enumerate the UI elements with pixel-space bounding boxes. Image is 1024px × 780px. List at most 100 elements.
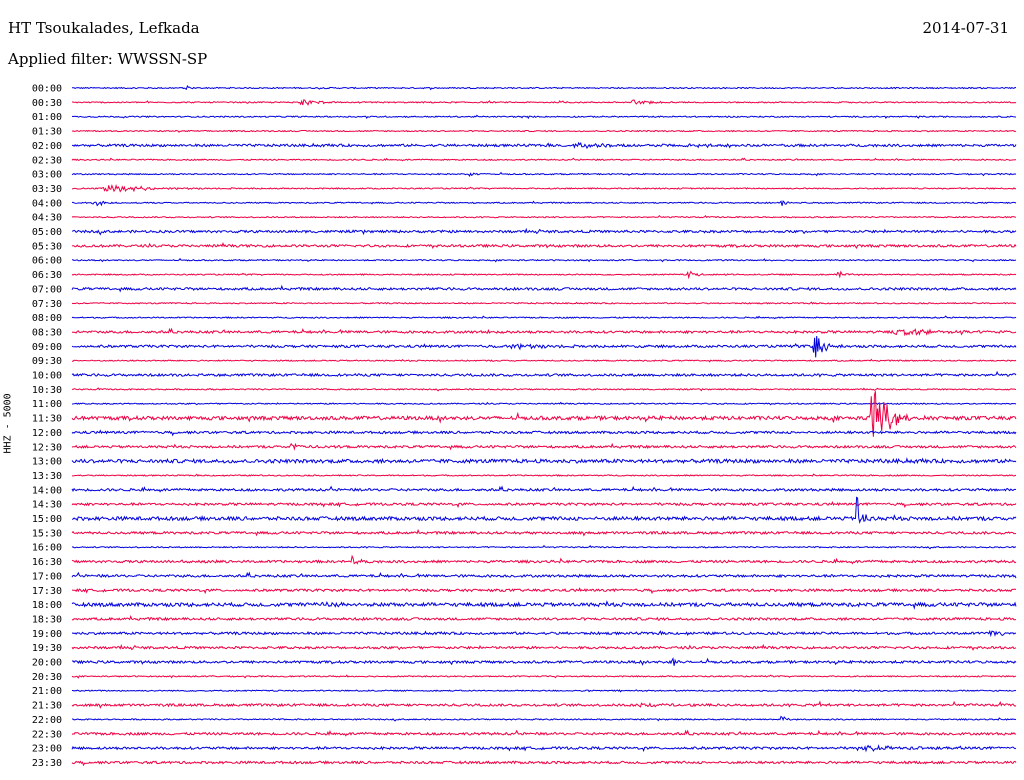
trace-line <box>71 614 1017 622</box>
row-time-label: 16:30 <box>32 557 62 568</box>
row-time-label: 05:00 <box>32 227 62 238</box>
trace-line <box>71 571 1017 579</box>
trace-line <box>71 284 1017 293</box>
trace-line <box>71 171 1017 178</box>
row-time-label: 13:30 <box>32 471 62 482</box>
row-time-label: 22:30 <box>32 729 62 740</box>
trace-line <box>71 315 1017 320</box>
row-time-label: 10:30 <box>32 385 62 396</box>
trace-line <box>71 387 1017 392</box>
row-time-label: 14:00 <box>32 485 62 496</box>
trace-line <box>71 335 1017 358</box>
row-time-label: 05:30 <box>32 241 62 252</box>
trace-line <box>71 473 1017 477</box>
row-time-label: 20:30 <box>32 672 62 683</box>
trace-line <box>71 544 1017 550</box>
row-time-label: 14:30 <box>32 500 62 511</box>
row-time-label: 07:00 <box>32 284 62 295</box>
trace-line <box>71 401 1017 406</box>
row-time-label: 01:30 <box>32 127 62 138</box>
row-time-label: 15:30 <box>32 528 62 539</box>
trace-line <box>71 442 1017 451</box>
trace-line <box>71 141 1017 150</box>
trace-line <box>71 729 1017 737</box>
trace-line <box>72 84 1017 91</box>
row-time-label: 04:30 <box>32 213 62 224</box>
row-time-label: 00:00 <box>32 84 62 95</box>
trace-line <box>72 257 1017 263</box>
row-time-label: 21:30 <box>32 701 62 712</box>
row-time-label: 10:00 <box>32 371 62 382</box>
trace-line <box>72 554 1017 565</box>
row-time-label: 11:00 <box>32 399 62 410</box>
row-time-label: 07:30 <box>32 299 62 310</box>
row-time-label: 09:30 <box>32 356 62 367</box>
row-time-label: 03:30 <box>32 184 62 195</box>
trace-line <box>71 270 1017 280</box>
row-time-label: 15:00 <box>32 514 62 525</box>
trace-line <box>71 301 1017 305</box>
row-time-label: 03:00 <box>32 170 62 181</box>
station-title: HT Tsoukalades, Lefkada <box>8 19 200 37</box>
row-time-label: 12:30 <box>32 442 62 453</box>
row-time-label: 04:00 <box>32 198 62 209</box>
trace-line <box>71 528 1017 537</box>
trace-line <box>71 457 1017 465</box>
trace-line <box>71 744 1017 753</box>
trace-line <box>71 227 1017 236</box>
row-time-label: 19:30 <box>32 643 62 654</box>
trace-line <box>71 657 1017 666</box>
row-time-label: 21:00 <box>32 686 62 697</box>
filter-label: Applied filter: WWSSN-SP <box>8 50 208 68</box>
trace-line <box>71 760 1017 767</box>
row-time-label: 06:00 <box>32 256 62 267</box>
row-time-label: 08:00 <box>32 313 62 324</box>
trace-line <box>71 674 1017 679</box>
trace-line <box>72 715 1017 722</box>
trace-line <box>71 200 1017 207</box>
row-time-label: 23:00 <box>32 744 62 755</box>
row-time-label: 20:00 <box>32 658 62 669</box>
trace-line <box>72 689 1017 693</box>
row-time-label: 13:00 <box>32 457 62 468</box>
row-time-label: 23:30 <box>32 758 62 769</box>
row-time-label: 06:30 <box>32 270 62 281</box>
trace-line <box>71 429 1017 437</box>
trace-line <box>71 370 1017 378</box>
trace-line <box>71 700 1017 709</box>
trace-line <box>71 587 1017 595</box>
trace-line <box>72 358 1017 363</box>
row-time-label: 19:00 <box>32 629 62 640</box>
row-time-label: 02:30 <box>32 155 62 166</box>
trace-line <box>71 600 1017 610</box>
row-time-label: 08:30 <box>32 327 62 338</box>
trace-line <box>71 129 1017 133</box>
trace-line <box>71 99 1017 106</box>
row-time-label: 22:00 <box>32 715 62 726</box>
trace-line <box>71 114 1017 120</box>
trace-line <box>71 391 1017 437</box>
trace-line <box>71 241 1017 250</box>
row-time-label: 12:00 <box>32 428 62 439</box>
row-time-label: 18:00 <box>32 600 62 611</box>
row-time-label: 17:00 <box>32 571 62 582</box>
row-time-label: 17:30 <box>32 586 62 597</box>
row-time-label: 00:30 <box>32 98 62 109</box>
trace-line <box>71 629 1017 638</box>
row-time-label: 09:00 <box>32 342 62 353</box>
trace-line <box>71 501 1017 509</box>
row-time-label: 16:00 <box>32 543 62 554</box>
trace-line <box>71 485 1017 493</box>
row-time-label: 01:00 <box>32 112 62 123</box>
trace-line <box>71 214 1017 219</box>
row-time-label: 18:30 <box>32 614 62 625</box>
trace-line <box>71 157 1017 162</box>
trace-line <box>71 643 1017 651</box>
row-time-label: 11:30 <box>32 414 62 425</box>
trace-line <box>71 184 1017 193</box>
trace-line <box>71 327 1017 337</box>
row-time-label: 02:00 <box>32 141 62 152</box>
date-label: 2014-07-31 <box>922 19 1009 37</box>
trace-line <box>71 496 1017 525</box>
